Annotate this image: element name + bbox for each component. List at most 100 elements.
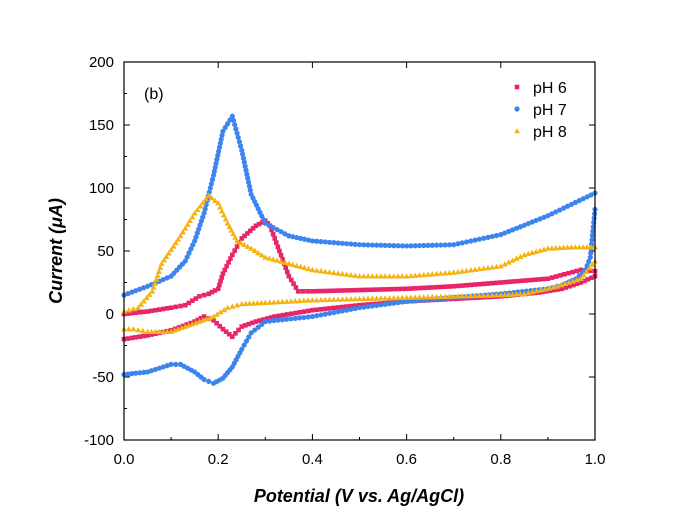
data-point	[442, 293, 449, 299]
data-point	[125, 311, 131, 316]
data-point	[567, 283, 572, 289]
data-point	[382, 242, 388, 248]
data-point	[148, 368, 155, 374]
data-point	[361, 287, 367, 293]
data-point	[509, 257, 516, 263]
data-point	[185, 322, 192, 328]
data-point	[259, 220, 265, 225]
data-point	[246, 179, 252, 185]
data-point	[160, 328, 167, 334]
x-axis-label: Potential (V vs. Ag/AgCl)	[254, 486, 464, 506]
data-point	[344, 304, 349, 309]
data-point	[356, 242, 363, 248]
data-point	[194, 206, 201, 212]
data-point	[232, 122, 238, 128]
data-point	[399, 243, 405, 249]
data-point	[245, 231, 250, 236]
data-point	[173, 361, 179, 367]
data-point	[301, 264, 308, 271]
data-point	[233, 126, 239, 132]
data-point	[541, 214, 547, 220]
data-point	[248, 330, 254, 336]
data-point	[326, 269, 333, 275]
data-point	[551, 287, 557, 293]
data-point	[386, 301, 393, 307]
data-point	[301, 314, 307, 321]
data-point	[246, 334, 252, 340]
data-point	[412, 243, 418, 249]
data-point	[459, 293, 466, 299]
data-point	[568, 201, 575, 207]
data-point	[196, 318, 203, 324]
data-point	[589, 232, 596, 239]
data-point	[153, 276, 160, 282]
axis-ticks: 0.0 0.2 0.4 0.6 0.8 1.0 -100 -50 0 50 100 150 200	[84, 54, 605, 468]
data-point	[464, 282, 469, 288]
data-point	[563, 285, 569, 290]
data-point	[241, 159, 247, 165]
data-point	[192, 319, 199, 326]
data-point	[157, 307, 162, 312]
data-point	[374, 302, 380, 309]
data-point	[305, 297, 312, 303]
data-point	[421, 285, 427, 291]
data-point	[305, 308, 311, 314]
x-tick-label: 0.4	[302, 451, 323, 468]
data-point	[348, 303, 354, 309]
data-point	[289, 261, 296, 267]
data-point	[144, 283, 151, 289]
data-point	[293, 285, 299, 290]
data-point	[502, 279, 508, 285]
series-ph-7	[121, 113, 598, 386]
data-point	[141, 309, 146, 315]
data-point	[300, 289, 306, 294]
data-point	[541, 276, 546, 282]
data-point	[566, 279, 573, 285]
data-point	[481, 235, 487, 241]
data-point	[278, 258, 284, 264]
data-point	[344, 288, 349, 293]
data-point	[232, 234, 239, 240]
data-point	[509, 291, 516, 297]
data-point	[425, 242, 431, 248]
data-point	[133, 370, 139, 376]
data-point	[404, 286, 409, 292]
data-point	[505, 259, 512, 265]
data-point	[318, 288, 324, 294]
data-point	[212, 164, 218, 170]
data-point	[438, 284, 444, 290]
data-point	[289, 311, 294, 317]
data-point	[340, 304, 345, 310]
data-point	[202, 206, 208, 212]
data-point	[230, 252, 235, 258]
data-point	[284, 312, 290, 317]
data-point	[268, 315, 274, 320]
data-point	[589, 237, 595, 243]
y-tick-label: 100	[89, 180, 114, 197]
data-point	[467, 267, 474, 273]
data-point	[220, 326, 226, 332]
data-point	[506, 228, 512, 235]
data-point	[239, 147, 245, 153]
data-point	[230, 230, 237, 237]
data-point	[450, 293, 457, 299]
data-point	[279, 317, 286, 323]
data-point	[339, 296, 346, 302]
data-point	[222, 124, 228, 131]
data-point	[447, 284, 452, 289]
data-point	[347, 296, 354, 302]
data-point	[404, 243, 410, 249]
data-point	[588, 244, 595, 250]
data-point	[412, 286, 418, 291]
data-point	[198, 218, 204, 224]
data-point	[532, 277, 538, 283]
data-point	[148, 328, 155, 334]
data-point	[288, 277, 294, 283]
data-point	[549, 275, 555, 280]
data-point	[212, 288, 218, 293]
data-point	[322, 311, 328, 317]
data-point	[270, 299, 277, 305]
data-point	[144, 328, 151, 334]
data-point	[395, 294, 402, 301]
data-point	[264, 316, 270, 321]
